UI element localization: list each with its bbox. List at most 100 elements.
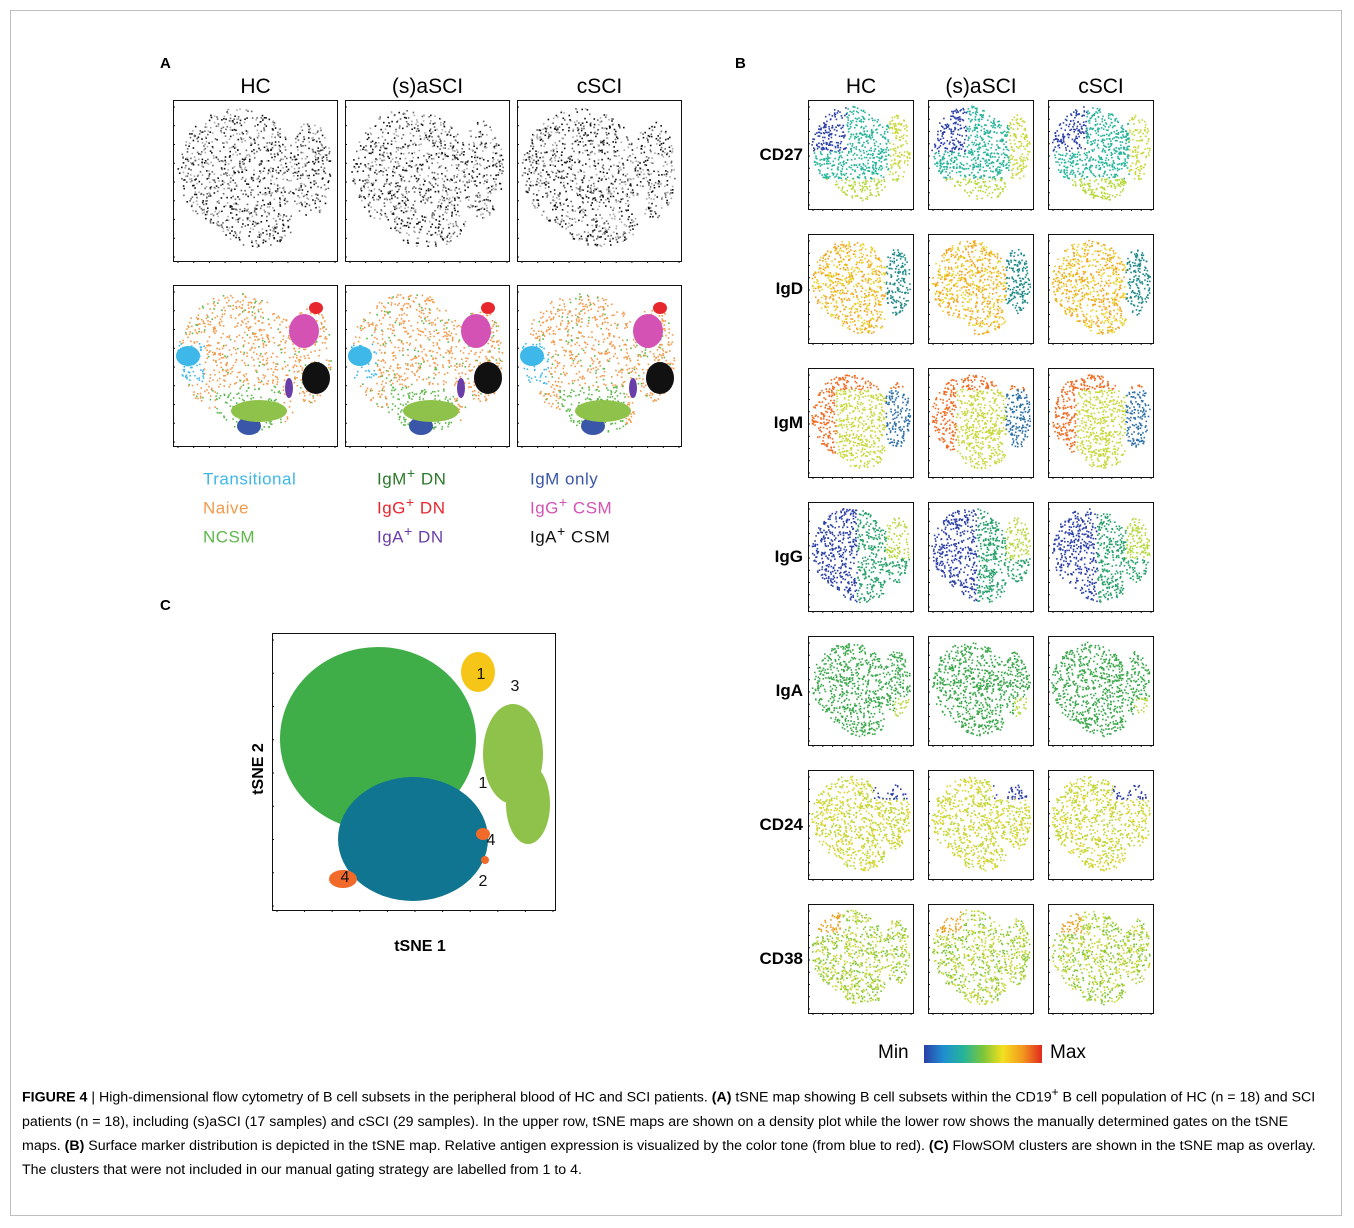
caption-c-tag: (C) [929, 1138, 949, 1154]
gate-iga-csm [646, 362, 674, 394]
tsne-points [1051, 641, 1151, 738]
panel-b-heatmap-5-hc [808, 770, 914, 881]
panel-c-label: C [160, 597, 171, 614]
scale-min-label: Min [878, 1042, 909, 1064]
panel-b-heatmap-1-csci [1048, 234, 1154, 345]
tsne-points [931, 508, 1032, 603]
axis-ticks [929, 106, 1032, 211]
panel-b-heatmap-2-hc [808, 368, 914, 479]
axis-ticks [518, 106, 680, 263]
gate-iga-dn [457, 378, 465, 398]
scale-gradient-bar [924, 1045, 1042, 1063]
gate-transitional [520, 346, 544, 366]
panel-b-heatmap-2-sasci [928, 368, 1034, 479]
caption-c-text: FlowSOM clusters are shown in the tSNE m… [22, 1138, 1316, 1178]
legend-igm-dn: IgM+ DN [377, 466, 446, 490]
panel-b-row-label-1: IgD [733, 279, 803, 299]
tsne-points [932, 642, 1031, 737]
panel-a-density-hc [173, 100, 338, 263]
axis-ticks [1049, 106, 1152, 211]
panel-b-heatmap-0-csci [1048, 100, 1154, 211]
caption-title: High-dimensional flow cytometry of B cel… [99, 1090, 708, 1106]
panel-b-heatmap-5-sasci [928, 770, 1034, 881]
cluster-label-0: 1 [477, 666, 486, 683]
cluster-yellow [461, 652, 495, 692]
legend-igm-only: IgM only [530, 466, 598, 490]
gate-transitional [176, 346, 200, 366]
tsne-points [931, 105, 1031, 200]
gate-iga-csm [302, 362, 330, 394]
panel-c-ylabel: tSNE 2 [250, 734, 268, 804]
panel-b-heatmap-3-csci [1048, 502, 1154, 613]
axis-ticks [1049, 508, 1152, 613]
panel-b-label: B [735, 55, 746, 72]
axis-ticks [929, 642, 1032, 747]
cluster-label-5: 2 [479, 873, 488, 890]
cluster-label-4: 4 [341, 869, 350, 886]
panel-b-col-hc: HC [808, 75, 914, 99]
panel-c-flowsom-map: 1 3 1 4 4 2 [272, 633, 556, 912]
panel-b-heatmap-1-sasci [928, 234, 1034, 345]
axis-ticks [346, 291, 508, 448]
axis-ticks [809, 106, 912, 211]
tsne-points [811, 775, 911, 872]
cluster-orange-right [476, 828, 490, 840]
axis-ticks [809, 240, 912, 345]
panel-a-col-sasci: (s)aSCI [345, 75, 510, 99]
gate-igg-csm [633, 314, 663, 348]
axis-ticks [929, 910, 1032, 1015]
panel-b-row-label-3: IgG [733, 547, 803, 567]
panel-a-gates-sasci [345, 285, 510, 448]
panel-b-heatmap-4-hc [808, 636, 914, 747]
panel-a-col-csci: cSCI [517, 75, 682, 99]
axis-ticks [346, 106, 508, 263]
figure-frame [10, 10, 1342, 1216]
axis-ticks [273, 639, 554, 912]
gate-igg-csm [289, 314, 319, 348]
caption-a-tag: (A) [712, 1090, 732, 1106]
caption-a-text-2: B cell population of HC (n = 18) and SCI… [22, 1090, 1315, 1154]
cluster-label-1: 3 [511, 678, 520, 695]
legend-naive: Naive [203, 495, 249, 519]
axis-ticks [1049, 240, 1152, 345]
legend-igg-dn: IgG+ DN [377, 495, 445, 519]
cluster-label-3: 4 [487, 832, 496, 849]
scale-max-label: Max [1050, 1042, 1086, 1064]
panel-a-col-hc: HC [173, 75, 338, 99]
gate-igg-dn [481, 302, 495, 314]
axis-ticks [929, 776, 1032, 881]
panel-b-heatmap-2-csci [1048, 368, 1154, 479]
panel-b-col-csci: cSCI [1048, 75, 1154, 99]
panel-b-heatmap-6-csci [1048, 904, 1154, 1015]
panel-b-row-label-5: CD24 [733, 815, 803, 835]
caption-b-text: Surface marker distribution is depicted … [84, 1138, 925, 1154]
cluster-orange-small [481, 856, 489, 864]
panel-b-heatmap-3-sasci [928, 502, 1034, 613]
legend-iga-csm: IgA+ CSM [530, 524, 610, 548]
tsne-points [177, 108, 332, 248]
tsne-points [350, 294, 504, 433]
gate-igg-dn [309, 302, 323, 314]
tsne-points [1051, 910, 1151, 1006]
caption-a-text-1: tSNE map showing B cell subsets within t… [731, 1090, 1051, 1106]
axis-ticks [809, 374, 912, 479]
tsne-points [811, 240, 911, 335]
gate-igg-csm [461, 314, 491, 348]
gate-iga-dn [629, 378, 637, 398]
axis-ticks [929, 240, 1032, 345]
gate-ncsm [231, 400, 287, 422]
tsne-points [931, 240, 1032, 336]
tsne-points [1052, 508, 1151, 603]
panel-a-gates-hc [173, 285, 338, 448]
caption-figure-label: FIGURE 4 [22, 1090, 87, 1106]
panel-b-heatmap-3-hc [808, 502, 914, 613]
axis-ticks [929, 374, 1032, 479]
tsne-points [931, 776, 1032, 872]
cluster-right-lower [506, 764, 550, 844]
panel-b-heatmap-0-hc [808, 100, 914, 211]
cluster-label-2: 1 [479, 775, 488, 792]
tsne-points [1051, 239, 1151, 335]
axis-ticks [929, 508, 1032, 613]
figure-caption: FIGURE 4 | High-dimensional flow cytomet… [22, 1080, 1322, 1182]
tsne-points [811, 643, 911, 738]
